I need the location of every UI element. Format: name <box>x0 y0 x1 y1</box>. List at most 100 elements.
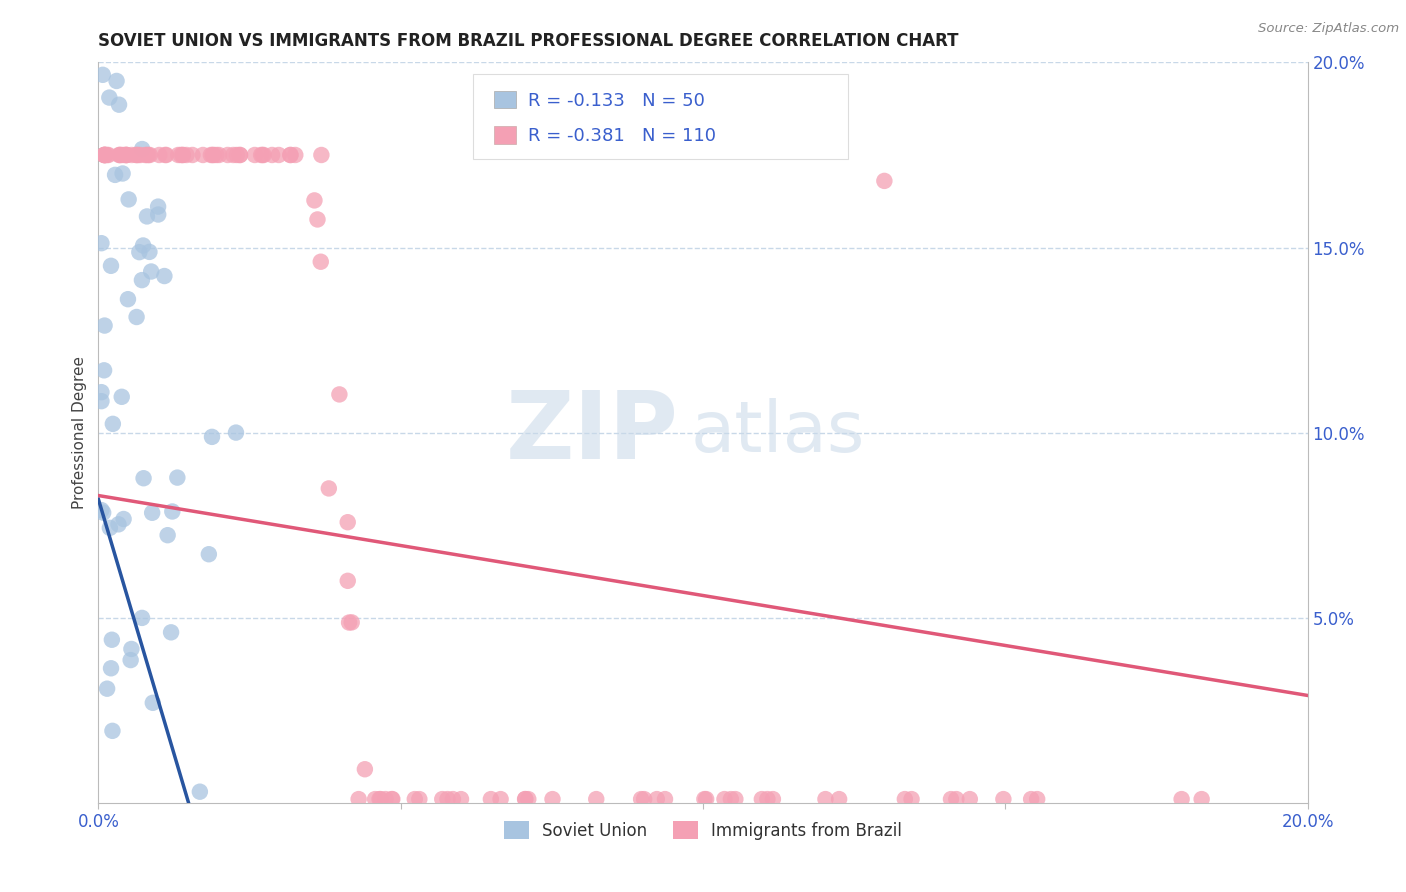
Point <box>90 394 112 409</box>
Point <box>112 512 135 526</box>
Point <box>138 244 160 259</box>
Point <box>479 792 502 806</box>
Point <box>125 310 148 324</box>
Point <box>136 210 159 224</box>
Point <box>111 390 134 404</box>
Text: R = -0.133   N = 50: R = -0.133 N = 50 <box>527 92 704 110</box>
Point <box>146 200 169 214</box>
Point <box>1191 792 1213 806</box>
Point <box>713 792 735 806</box>
Point <box>354 762 377 776</box>
Point <box>118 193 141 207</box>
Point <box>225 425 247 440</box>
Point <box>201 430 224 444</box>
Point <box>374 792 396 806</box>
Point <box>91 68 114 82</box>
Point <box>217 148 239 162</box>
Point <box>404 792 426 806</box>
Point <box>156 528 179 542</box>
Point <box>98 90 121 104</box>
Point <box>450 792 472 806</box>
Point <box>208 148 231 162</box>
Y-axis label: Professional Degree: Professional Degree <box>72 356 87 509</box>
Point <box>756 792 779 806</box>
Point <box>125 148 148 162</box>
Point <box>96 148 118 162</box>
Text: ZIP: ZIP <box>506 386 679 479</box>
Point <box>172 148 194 162</box>
Point <box>309 254 332 268</box>
Point <box>120 653 142 667</box>
Point <box>939 792 962 806</box>
Point <box>307 212 329 227</box>
Point <box>945 792 967 806</box>
Point <box>328 387 350 401</box>
Point <box>188 785 211 799</box>
Point <box>93 148 115 162</box>
Point <box>90 236 112 251</box>
Legend: Soviet Union, Immigrants from Brazil: Soviet Union, Immigrants from Brazil <box>498 814 908 847</box>
Point <box>381 792 404 806</box>
Point <box>267 148 290 162</box>
Point <box>127 148 149 162</box>
Point <box>125 148 148 162</box>
Point <box>202 148 225 162</box>
Point <box>336 574 359 588</box>
Point <box>160 625 183 640</box>
Point <box>585 792 607 806</box>
Point <box>262 148 284 162</box>
Point <box>93 148 115 162</box>
Point <box>541 792 564 806</box>
Text: atlas: atlas <box>690 398 865 467</box>
Point <box>128 245 150 260</box>
Text: SOVIET UNION VS IMMIGRANTS FROM BRAZIL PROFESSIONAL DEGREE CORRELATION CHART: SOVIET UNION VS IMMIGRANTS FROM BRAZIL P… <box>98 32 959 50</box>
Point <box>153 268 176 283</box>
Point <box>200 148 222 162</box>
Point <box>129 148 152 162</box>
Point <box>105 74 128 88</box>
Point <box>368 792 391 806</box>
Point <box>90 385 112 400</box>
Point <box>93 363 115 377</box>
Point <box>347 792 370 806</box>
Point <box>894 792 917 806</box>
Point <box>318 482 340 496</box>
Point <box>205 148 228 162</box>
Point <box>250 148 273 162</box>
Point <box>252 148 274 162</box>
Point <box>131 611 153 625</box>
Text: R = -0.381   N = 110: R = -0.381 N = 110 <box>527 128 716 145</box>
Point <box>370 792 392 806</box>
Point <box>138 148 160 162</box>
Point <box>828 792 851 806</box>
Point <box>132 471 155 485</box>
Point <box>115 148 138 162</box>
Point <box>93 318 115 333</box>
Point <box>489 792 512 806</box>
Point <box>172 148 194 162</box>
Point <box>181 148 204 162</box>
Point <box>630 792 652 806</box>
Point <box>90 503 112 517</box>
Point <box>762 792 785 806</box>
Point <box>337 615 360 630</box>
Point <box>432 792 454 806</box>
Point <box>120 642 142 657</box>
Point <box>114 148 136 162</box>
Point <box>101 417 124 431</box>
Point <box>436 792 458 806</box>
Point <box>873 174 896 188</box>
Point <box>229 148 252 162</box>
Point <box>104 168 127 182</box>
Point <box>280 148 302 162</box>
Point <box>91 506 114 520</box>
Point <box>517 792 540 806</box>
Point <box>93 148 115 162</box>
Point <box>141 506 163 520</box>
Point <box>107 517 129 532</box>
Point <box>115 148 138 162</box>
Point <box>336 515 359 529</box>
Point <box>141 264 163 278</box>
Point <box>198 547 221 561</box>
Point <box>441 792 464 806</box>
